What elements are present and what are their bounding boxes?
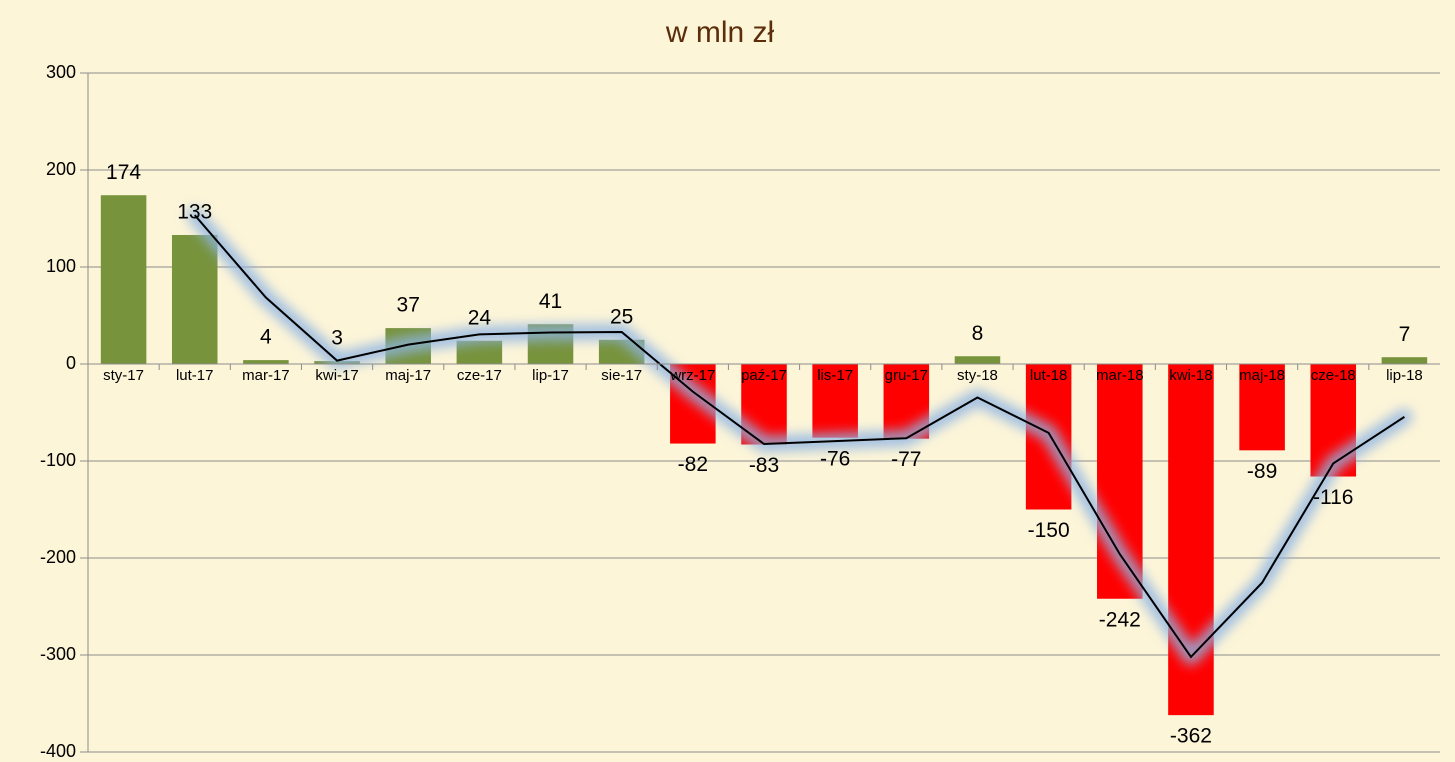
value-label: -362 (1170, 725, 1212, 748)
trend-line (193, 214, 1405, 659)
value-label: -76 (820, 447, 850, 470)
x-tick-label: sty-18 (957, 367, 998, 384)
x-tick-label: gru-17 (885, 367, 928, 384)
value-label: -150 (1028, 519, 1070, 542)
x-tick-label: lut-18 (1030, 367, 1068, 384)
x-tick-label: lip-18 (1386, 367, 1423, 384)
value-label: 174 (106, 161, 141, 184)
bar (243, 360, 289, 364)
bar (100, 195, 147, 364)
value-label: 133 (177, 201, 212, 224)
x-tick-label: kwi-17 (315, 367, 358, 384)
x-tick-label: cze-18 (1311, 367, 1356, 384)
value-label: 3 (331, 327, 343, 350)
x-tick-label: lis-17 (817, 367, 853, 384)
bar (954, 356, 1001, 364)
bar (812, 364, 858, 438)
y-tick-label: 100 (46, 256, 76, 276)
value-label: 25 (610, 305, 633, 328)
chart-title: w mln zł (665, 16, 775, 49)
x-tick-label: lip-17 (532, 367, 569, 384)
x-tick-label: wrz-17 (669, 367, 715, 384)
value-label: -116 (1313, 486, 1353, 509)
value-label: -89 (1247, 460, 1277, 483)
x-tick-label: maj-17 (385, 367, 431, 384)
value-label: 8 (972, 322, 984, 345)
value-label: -83 (749, 454, 779, 477)
x-tick-label: maj-18 (1239, 367, 1285, 384)
x-tick-label: mar-17 (242, 367, 290, 384)
value-label: 37 (397, 294, 420, 317)
bar (1239, 364, 1285, 451)
value-label: -77 (891, 448, 921, 471)
value-label: 24 (468, 306, 492, 329)
x-tick-label: paź-17 (741, 367, 787, 384)
bar (456, 340, 503, 364)
y-tick-label: -400 (40, 741, 76, 761)
value-label: -82 (678, 453, 708, 476)
y-tick-label: 200 (46, 159, 76, 179)
y-tick-label: -300 (40, 644, 76, 664)
y-tick-label: 0 (66, 353, 76, 373)
x-tick-label: sty-17 (103, 367, 144, 384)
y-tick-label: -100 (40, 450, 76, 470)
y-tick-label: -200 (40, 547, 76, 567)
y-tick-label: 300 (46, 62, 76, 82)
bar (171, 234, 218, 364)
x-tick-label: cze-17 (457, 367, 502, 384)
x-tick-label: mar-18 (1096, 367, 1144, 384)
bar (1381, 357, 1428, 364)
value-label: -242 (1099, 608, 1141, 631)
x-tick-label: sie-17 (601, 367, 642, 384)
value-label: 41 (539, 290, 562, 313)
value-label: 7 (1399, 323, 1411, 346)
x-tick-label: lut-17 (176, 367, 214, 384)
x-tick-label: kwi-18 (1169, 367, 1212, 384)
value-label: 4 (260, 326, 272, 349)
